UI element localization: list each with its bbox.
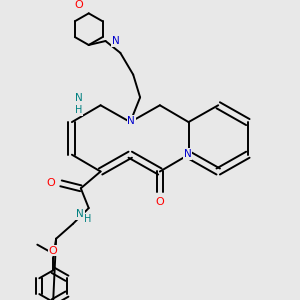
- Text: H: H: [84, 214, 92, 224]
- Text: N: N: [127, 116, 135, 126]
- Text: O: O: [155, 197, 164, 207]
- Text: H: H: [75, 105, 82, 115]
- Text: N: N: [112, 36, 119, 46]
- Text: O: O: [74, 0, 83, 11]
- Text: O: O: [49, 246, 58, 256]
- Text: N: N: [184, 149, 191, 159]
- Text: O: O: [47, 178, 56, 188]
- Text: N: N: [76, 209, 84, 219]
- Text: N: N: [75, 93, 83, 103]
